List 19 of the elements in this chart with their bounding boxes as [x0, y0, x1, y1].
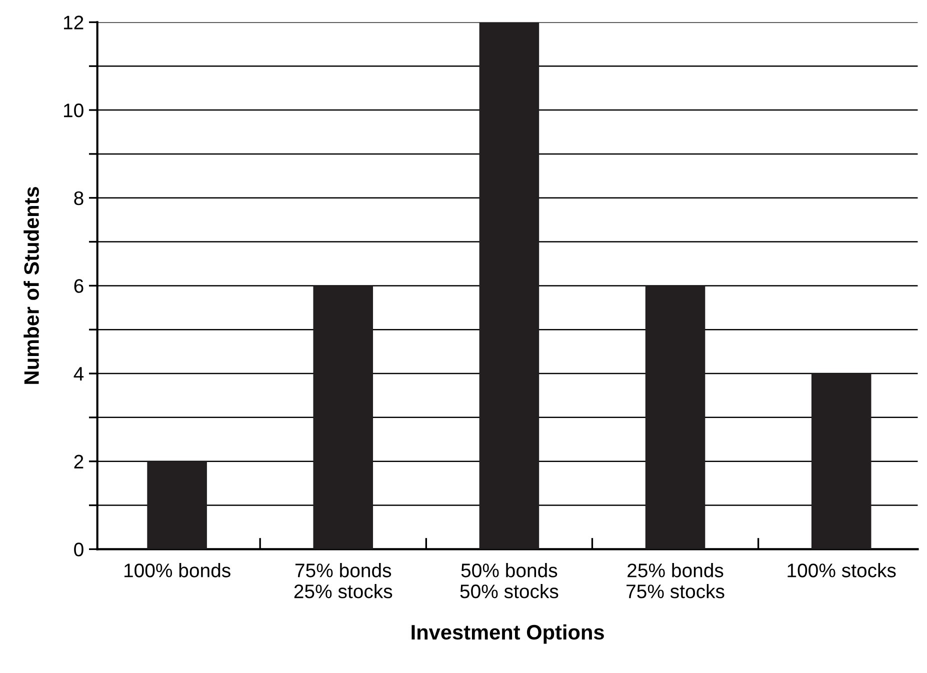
- y-tick-label: 6: [74, 279, 84, 293]
- x-axis-title: Investment Options: [412, 624, 604, 644]
- bar: [147, 461, 207, 550]
- y-tick-label: 12: [64, 16, 84, 30]
- bar: [479, 22, 540, 550]
- y-axis-title: Number of Students: [24, 187, 39, 384]
- bar: [645, 286, 706, 550]
- y-tick-label: 10: [64, 104, 84, 118]
- y-tick-label: 4: [74, 367, 84, 381]
- x-tick-label: 50% bonds 50% stocks: [460, 563, 558, 598]
- y-tick-label: 0: [74, 542, 84, 556]
- bar: [313, 286, 374, 550]
- x-tick-label: 100% bonds: [124, 563, 230, 578]
- y-tick-label: 8: [74, 191, 84, 206]
- y-tick-label: 2: [74, 454, 84, 468]
- x-tick-label: 75% bonds 25% stocks: [294, 563, 392, 598]
- x-tick-label: 100% stocks: [788, 563, 896, 578]
- x-tick-label: 25% bonds 75% stocks: [626, 563, 724, 598]
- bar: [811, 374, 872, 550]
